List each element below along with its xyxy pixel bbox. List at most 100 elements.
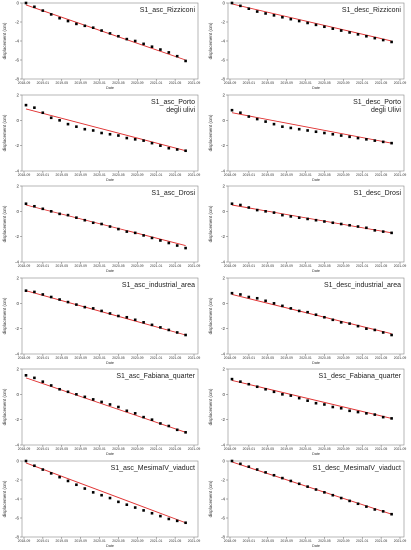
y-tick-label: -4	[221, 39, 225, 44]
y-tick-label: 2	[222, 367, 225, 372]
data-point	[66, 300, 70, 303]
data-point	[356, 324, 360, 327]
chart-title: S1_desc_Porto	[353, 99, 401, 106]
y-tick-label: -4	[15, 168, 19, 173]
data-point	[323, 220, 326, 223]
data-point	[365, 326, 368, 330]
chart-title: S1_desc_industrial_area	[324, 282, 401, 289]
x-tick-label: 2020-05	[318, 447, 331, 451]
data-point	[331, 405, 335, 409]
data-point	[49, 13, 53, 16]
data-point	[390, 512, 393, 515]
x-axis-label: Date	[312, 452, 320, 456]
data-point	[100, 400, 103, 404]
data-point	[289, 215, 293, 218]
chart-title: S1_asc_industrial_area	[122, 282, 195, 289]
data-point	[58, 387, 61, 391]
data-point	[167, 146, 171, 149]
chart-svg: 2 0 -2 -4 displacement (cm) 2018-09 2019-01 201…	[2, 367, 200, 457]
data-point	[348, 135, 351, 138]
x-tick-label: 2019-01	[243, 447, 256, 451]
y-tick-label: 0	[222, 1, 225, 6]
data-point	[281, 476, 284, 479]
data-point	[264, 119, 267, 123]
data-point	[306, 217, 309, 221]
data-point	[49, 471, 53, 475]
x-tick-label: 2020-09	[337, 173, 350, 177]
x-tick-label: 2018-09	[18, 539, 31, 543]
data-point	[33, 105, 36, 109]
data-point	[348, 223, 351, 227]
x-axis-label: Date	[312, 86, 320, 90]
data-point	[117, 405, 120, 409]
x-tick-label: 2020-09	[131, 264, 144, 268]
y-tick-label: -4	[221, 260, 225, 265]
y-tick-label: 0	[222, 117, 225, 122]
data-point	[159, 143, 162, 147]
trend-line	[25, 204, 186, 246]
data-point	[348, 409, 351, 413]
x-tick-label: 2019-05	[56, 81, 69, 85]
data-point	[142, 42, 145, 46]
chart-panel-12: 0 -2 -4 -6 -8 displacement (cm) 2018-09 2019-01…	[206, 458, 411, 549]
data-point	[184, 333, 187, 336]
y-tick-label: -4	[221, 168, 225, 173]
x-tick-label: 2019-09	[74, 356, 87, 360]
data-point	[348, 31, 351, 34]
x-axis-label: Date	[312, 269, 320, 273]
x-tick-label: 2020-01	[93, 447, 106, 451]
x-tick-label: 2020-01	[93, 173, 106, 177]
x-tick-label: 2020-01	[299, 173, 312, 177]
y-tick-label: 2	[222, 92, 225, 97]
data-point	[373, 413, 377, 416]
x-tick-label: 2019-05	[262, 539, 275, 543]
data-point	[356, 225, 360, 228]
data-point	[184, 520, 187, 524]
data-point	[41, 467, 45, 471]
data-point	[184, 246, 187, 250]
x-tick-label: 2019-01	[37, 447, 50, 451]
x-axis-label: Date	[106, 269, 114, 273]
x-tick-label: 2021-09	[394, 264, 407, 268]
data-point	[356, 501, 360, 505]
y-tick-label: -4	[221, 351, 225, 356]
data-point	[142, 415, 145, 419]
data-point	[230, 459, 234, 462]
data-point	[125, 136, 129, 139]
data-point	[142, 320, 145, 324]
chart-title-line2: degli Ulivi	[371, 107, 401, 114]
data-point	[264, 470, 267, 474]
x-tick-label: 2019-09	[74, 81, 87, 85]
x-tick-label: 2020-01	[93, 264, 106, 268]
x-tick-label: 2019-05	[56, 173, 69, 177]
plot-frame	[21, 185, 199, 263]
chart-svg: 2 0 -2 -4 displacement (cm) 2018-09 2019-01 201…	[208, 367, 406, 457]
plot-frame	[21, 2, 199, 80]
data-point	[83, 395, 87, 399]
chart-title: S1_desc_Rizziconi	[342, 7, 402, 14]
x-tick-label: 2020-09	[131, 356, 144, 360]
y-axis-label: displacement (cm)	[208, 205, 213, 242]
plot-frame	[227, 2, 405, 80]
data-point	[339, 496, 343, 499]
chart-svg: 0 -2 -4 -6 -8 displacement (cm) 2018-09 2019-01…	[208, 458, 406, 548]
y-axis-label: displacement (cm)	[2, 205, 7, 242]
data-point	[133, 505, 137, 509]
data-point	[108, 32, 112, 35]
x-tick-label: 2018-09	[18, 356, 31, 360]
y-tick-label: 0	[16, 1, 19, 6]
data-point	[58, 212, 61, 216]
data-point	[58, 16, 61, 20]
trend-line	[25, 377, 186, 433]
x-tick-label: 2021-09	[394, 173, 407, 177]
x-tick-label: 2020-05	[318, 356, 331, 360]
chart-panel-5: 2 0 -2 -4 displacement (cm) 2018-09 2019-01 201…	[0, 183, 205, 274]
data-point	[323, 25, 326, 29]
data-point	[373, 328, 377, 331]
data-point	[167, 241, 171, 245]
data-point	[100, 131, 103, 134]
plot-frame	[227, 185, 405, 263]
data-point	[390, 333, 393, 336]
data-point	[24, 374, 28, 377]
